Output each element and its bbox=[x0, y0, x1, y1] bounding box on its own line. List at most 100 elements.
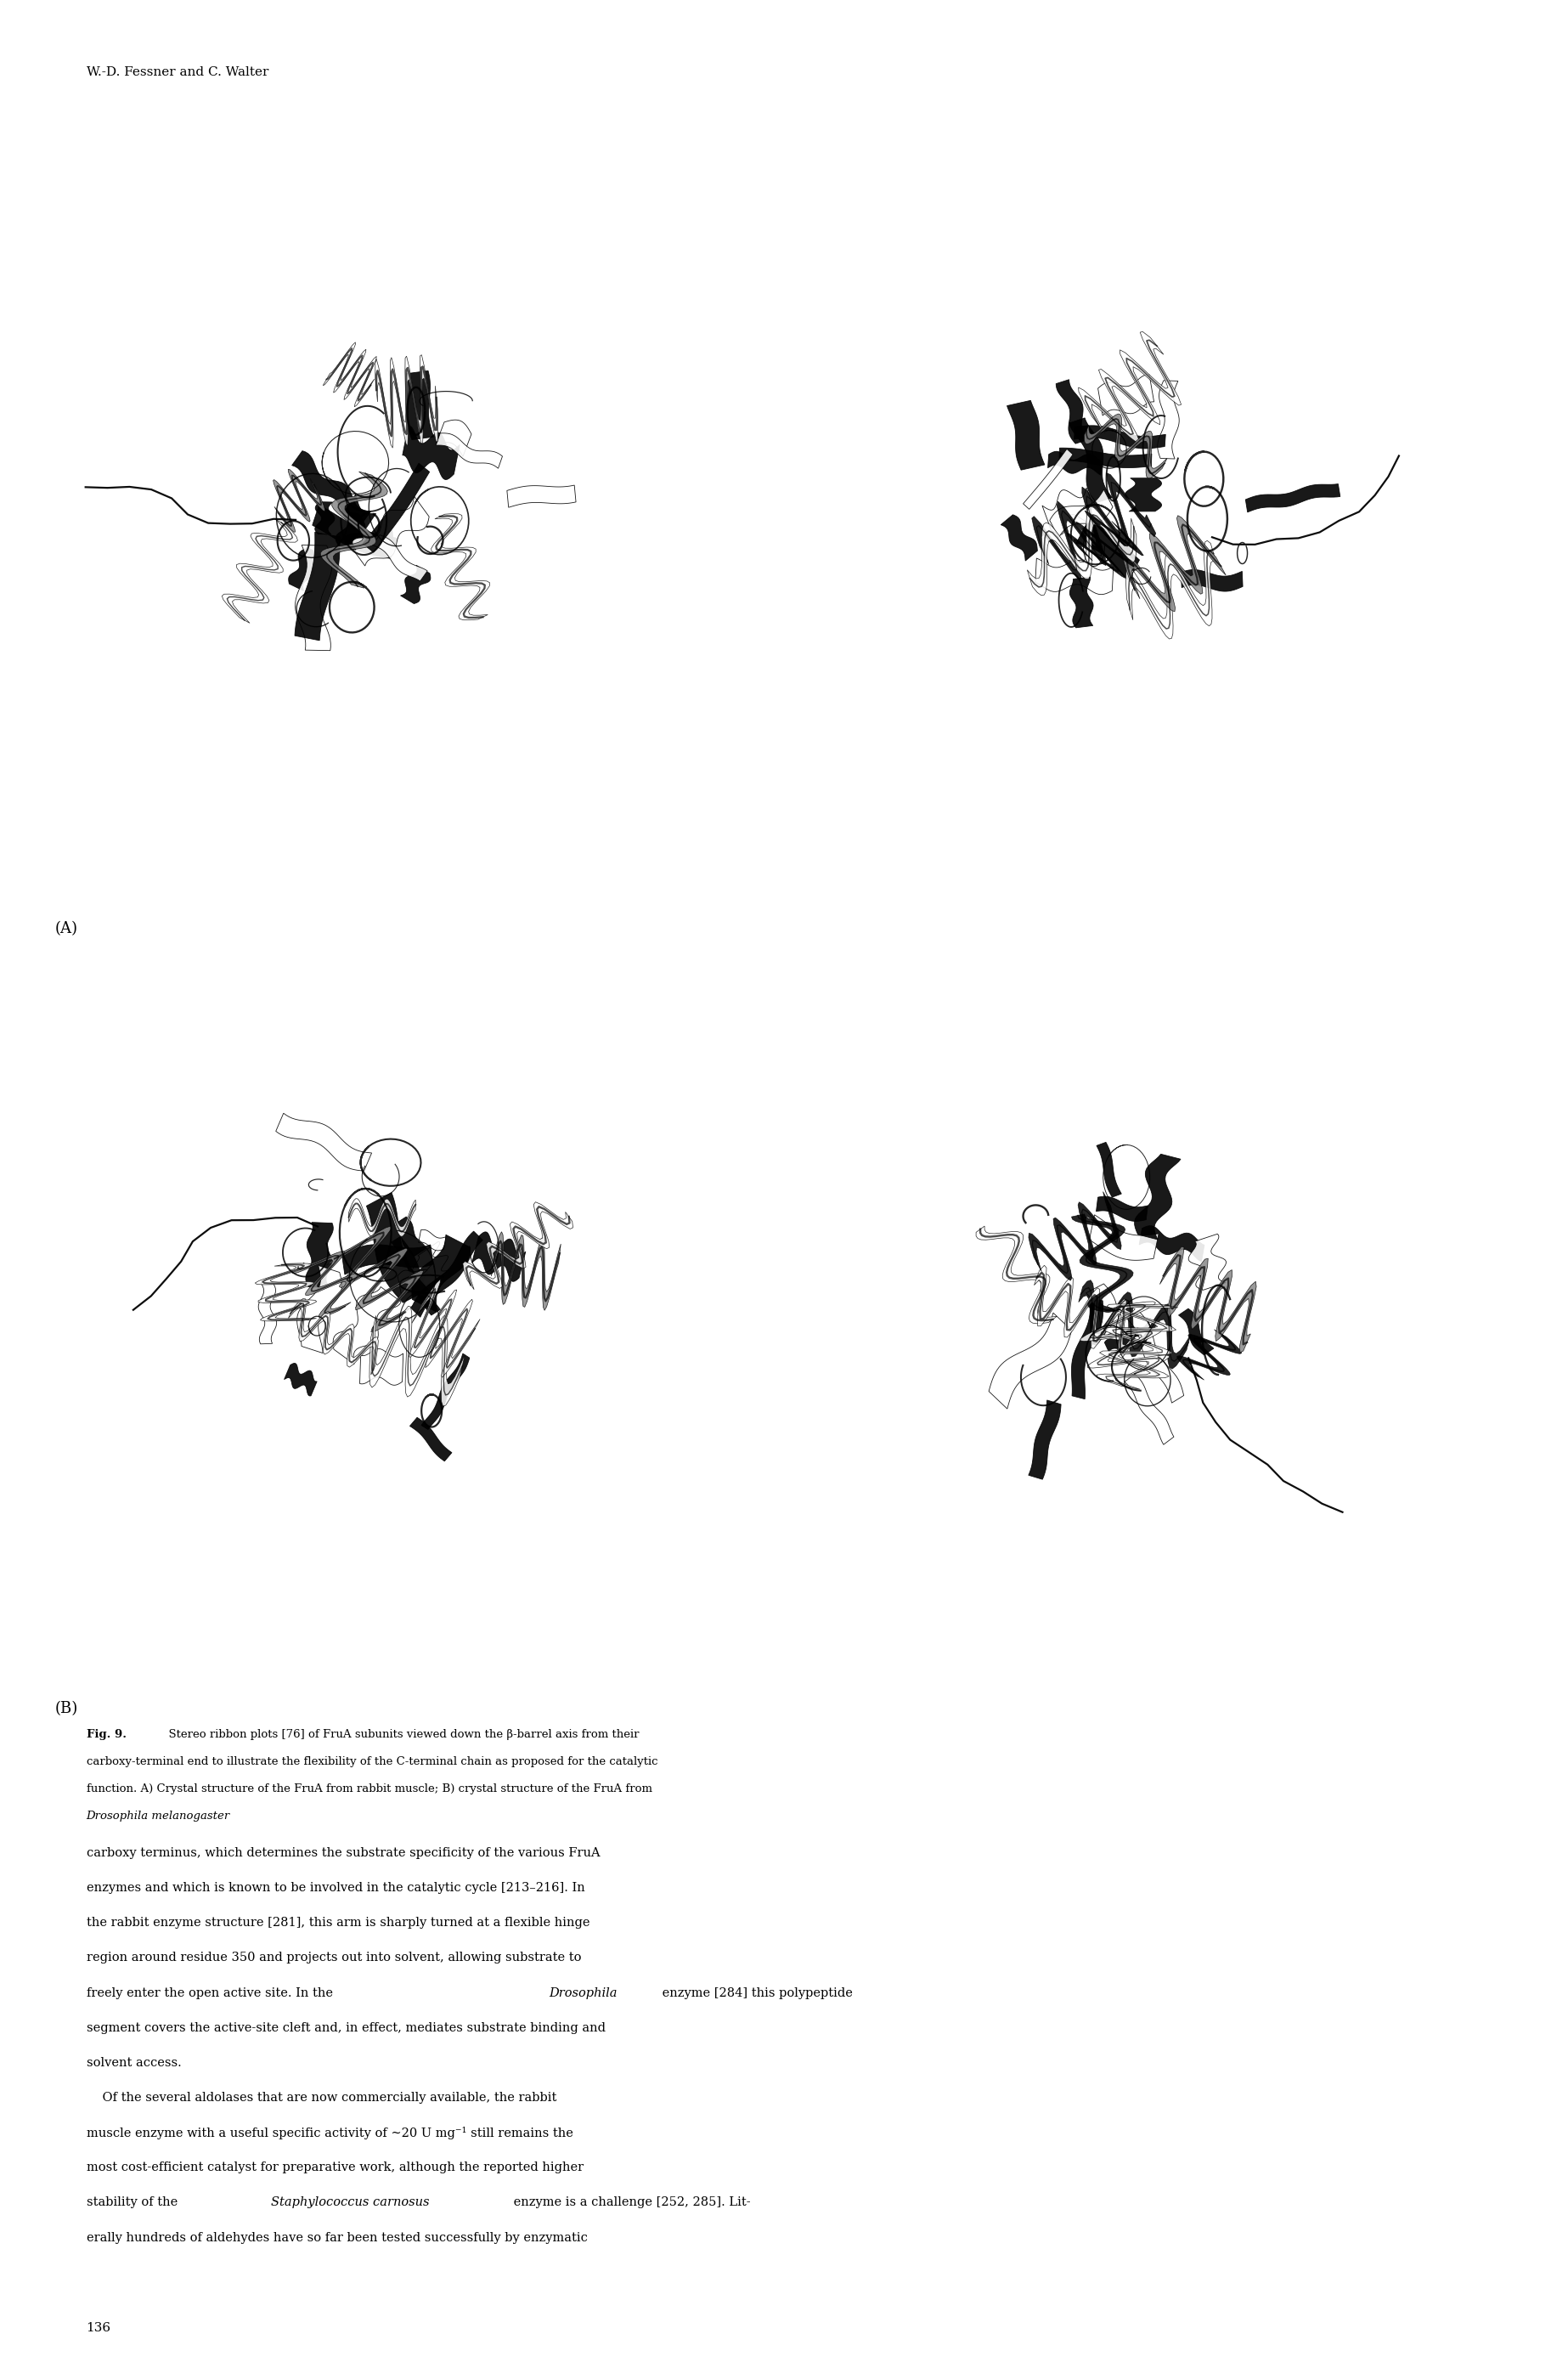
Text: segment covers the active-site cleft and, in effect, mediates substrate binding : segment covers the active-site cleft and… bbox=[86, 2022, 605, 2034]
Text: Drosophila: Drosophila bbox=[549, 1986, 618, 1998]
Polygon shape bbox=[400, 565, 431, 605]
Polygon shape bbox=[256, 1264, 317, 1320]
Polygon shape bbox=[463, 1202, 572, 1290]
Text: carboxy terminus, which determines the substrate specificity of the various FruA: carboxy terminus, which determines the s… bbox=[86, 1847, 601, 1859]
Polygon shape bbox=[289, 1299, 378, 1375]
Polygon shape bbox=[326, 1226, 423, 1332]
Polygon shape bbox=[1079, 1280, 1190, 1370]
Polygon shape bbox=[315, 501, 334, 534]
Polygon shape bbox=[394, 1216, 426, 1257]
Polygon shape bbox=[392, 1238, 441, 1316]
Polygon shape bbox=[1126, 477, 1162, 513]
Polygon shape bbox=[403, 425, 459, 479]
Polygon shape bbox=[1140, 1226, 1204, 1261]
Polygon shape bbox=[296, 1266, 342, 1353]
Polygon shape bbox=[1160, 1247, 1256, 1353]
Polygon shape bbox=[1007, 402, 1044, 470]
Polygon shape bbox=[292, 1252, 358, 1318]
Polygon shape bbox=[1029, 1401, 1062, 1479]
Polygon shape bbox=[1049, 489, 1113, 539]
Polygon shape bbox=[1000, 515, 1038, 560]
Polygon shape bbox=[1126, 1311, 1184, 1403]
Polygon shape bbox=[345, 494, 376, 529]
Text: Of the several aldolases that are now commercially available, the rabbit: Of the several aldolases that are now co… bbox=[86, 2093, 557, 2105]
Polygon shape bbox=[1124, 1375, 1174, 1446]
Polygon shape bbox=[1079, 331, 1181, 444]
Text: carboxy-terminal end to illustrate the flexibility of the C-terminal chain as pr: carboxy-terminal end to illustrate the f… bbox=[86, 1757, 657, 1767]
Polygon shape bbox=[1069, 576, 1093, 628]
Polygon shape bbox=[373, 534, 428, 581]
Polygon shape bbox=[1035, 1266, 1138, 1361]
Text: enzyme [284] this polypeptide: enzyme [284] this polypeptide bbox=[659, 1986, 853, 1998]
Polygon shape bbox=[1189, 1233, 1226, 1290]
Polygon shape bbox=[1123, 515, 1226, 612]
Polygon shape bbox=[1083, 413, 1167, 477]
Polygon shape bbox=[406, 371, 434, 439]
Polygon shape bbox=[1245, 484, 1341, 513]
Polygon shape bbox=[292, 451, 370, 527]
Polygon shape bbox=[1080, 1301, 1170, 1377]
Polygon shape bbox=[359, 1349, 403, 1384]
Polygon shape bbox=[1071, 1214, 1134, 1313]
Polygon shape bbox=[1135, 1155, 1181, 1240]
Polygon shape bbox=[223, 520, 298, 624]
Polygon shape bbox=[436, 420, 472, 456]
Polygon shape bbox=[431, 513, 489, 619]
Polygon shape bbox=[273, 470, 325, 531]
Polygon shape bbox=[411, 1231, 483, 1318]
Polygon shape bbox=[1076, 522, 1140, 581]
Polygon shape bbox=[1069, 418, 1112, 503]
Polygon shape bbox=[375, 354, 437, 449]
Polygon shape bbox=[398, 1264, 437, 1297]
Polygon shape bbox=[1104, 1320, 1152, 1351]
Polygon shape bbox=[1032, 472, 1156, 579]
Text: most cost-efficient catalyst for preparative work, although the reported higher: most cost-efficient catalyst for prepara… bbox=[86, 2161, 583, 2173]
Polygon shape bbox=[312, 505, 397, 557]
Polygon shape bbox=[409, 1417, 452, 1462]
Polygon shape bbox=[1090, 1214, 1159, 1261]
Text: Staphylococcus carnosus: Staphylococcus carnosus bbox=[271, 2197, 430, 2208]
Text: 136: 136 bbox=[86, 2322, 111, 2334]
Text: freely enter the open active site. In the: freely enter the open active site. In th… bbox=[86, 1986, 337, 1998]
Polygon shape bbox=[412, 1235, 470, 1311]
Text: erally hundreds of aldehydes have so far been tested successfully by enzymatic: erally hundreds of aldehydes have so far… bbox=[86, 2232, 588, 2244]
Polygon shape bbox=[409, 1280, 480, 1377]
Polygon shape bbox=[1179, 1309, 1214, 1356]
Polygon shape bbox=[1126, 541, 1217, 640]
Polygon shape bbox=[276, 1113, 372, 1172]
Polygon shape bbox=[367, 1193, 428, 1304]
Polygon shape bbox=[1096, 1304, 1178, 1389]
Polygon shape bbox=[284, 1363, 317, 1396]
Polygon shape bbox=[989, 1313, 1071, 1408]
Text: region around residue 350 and projects out into solvent, allowing substrate to: region around residue 350 and projects o… bbox=[86, 1951, 582, 1963]
Text: W.-D. Fessner and C. Walter: W.-D. Fessner and C. Walter bbox=[86, 66, 268, 78]
Polygon shape bbox=[289, 548, 321, 590]
Polygon shape bbox=[362, 463, 430, 553]
Polygon shape bbox=[1096, 1198, 1148, 1221]
Polygon shape bbox=[1027, 505, 1137, 595]
Polygon shape bbox=[1024, 449, 1073, 510]
Polygon shape bbox=[422, 1353, 469, 1429]
Polygon shape bbox=[506, 484, 575, 508]
Text: Drosophila melanogaster: Drosophila melanogaster bbox=[86, 1809, 230, 1821]
Polygon shape bbox=[1074, 425, 1165, 449]
Polygon shape bbox=[491, 1231, 561, 1311]
Text: the rabbit enzyme structure [281], this arm is sharply turned at a flexible hing: the rabbit enzyme structure [281], this … bbox=[86, 1918, 590, 1930]
Polygon shape bbox=[412, 1242, 448, 1285]
Polygon shape bbox=[295, 531, 340, 640]
Polygon shape bbox=[1181, 569, 1243, 590]
Polygon shape bbox=[1071, 1297, 1102, 1398]
Polygon shape bbox=[419, 1231, 445, 1249]
Polygon shape bbox=[259, 1283, 276, 1344]
Polygon shape bbox=[1178, 1330, 1242, 1379]
Text: stability of the: stability of the bbox=[86, 2197, 182, 2208]
Polygon shape bbox=[295, 546, 332, 650]
Polygon shape bbox=[436, 432, 502, 468]
Text: (B): (B) bbox=[55, 1701, 78, 1715]
Text: enzyme is a challenge [252, 285]. Lit-: enzyme is a challenge [252, 285]. Lit- bbox=[510, 2197, 751, 2208]
Polygon shape bbox=[975, 1226, 1057, 1323]
Polygon shape bbox=[1157, 380, 1179, 458]
Polygon shape bbox=[320, 472, 387, 588]
Text: function. A) Crystal structure of the FruA from rabbit muscle; B) crystal struct: function. A) Crystal structure of the Fr… bbox=[86, 1783, 652, 1795]
Polygon shape bbox=[1029, 1193, 1121, 1280]
